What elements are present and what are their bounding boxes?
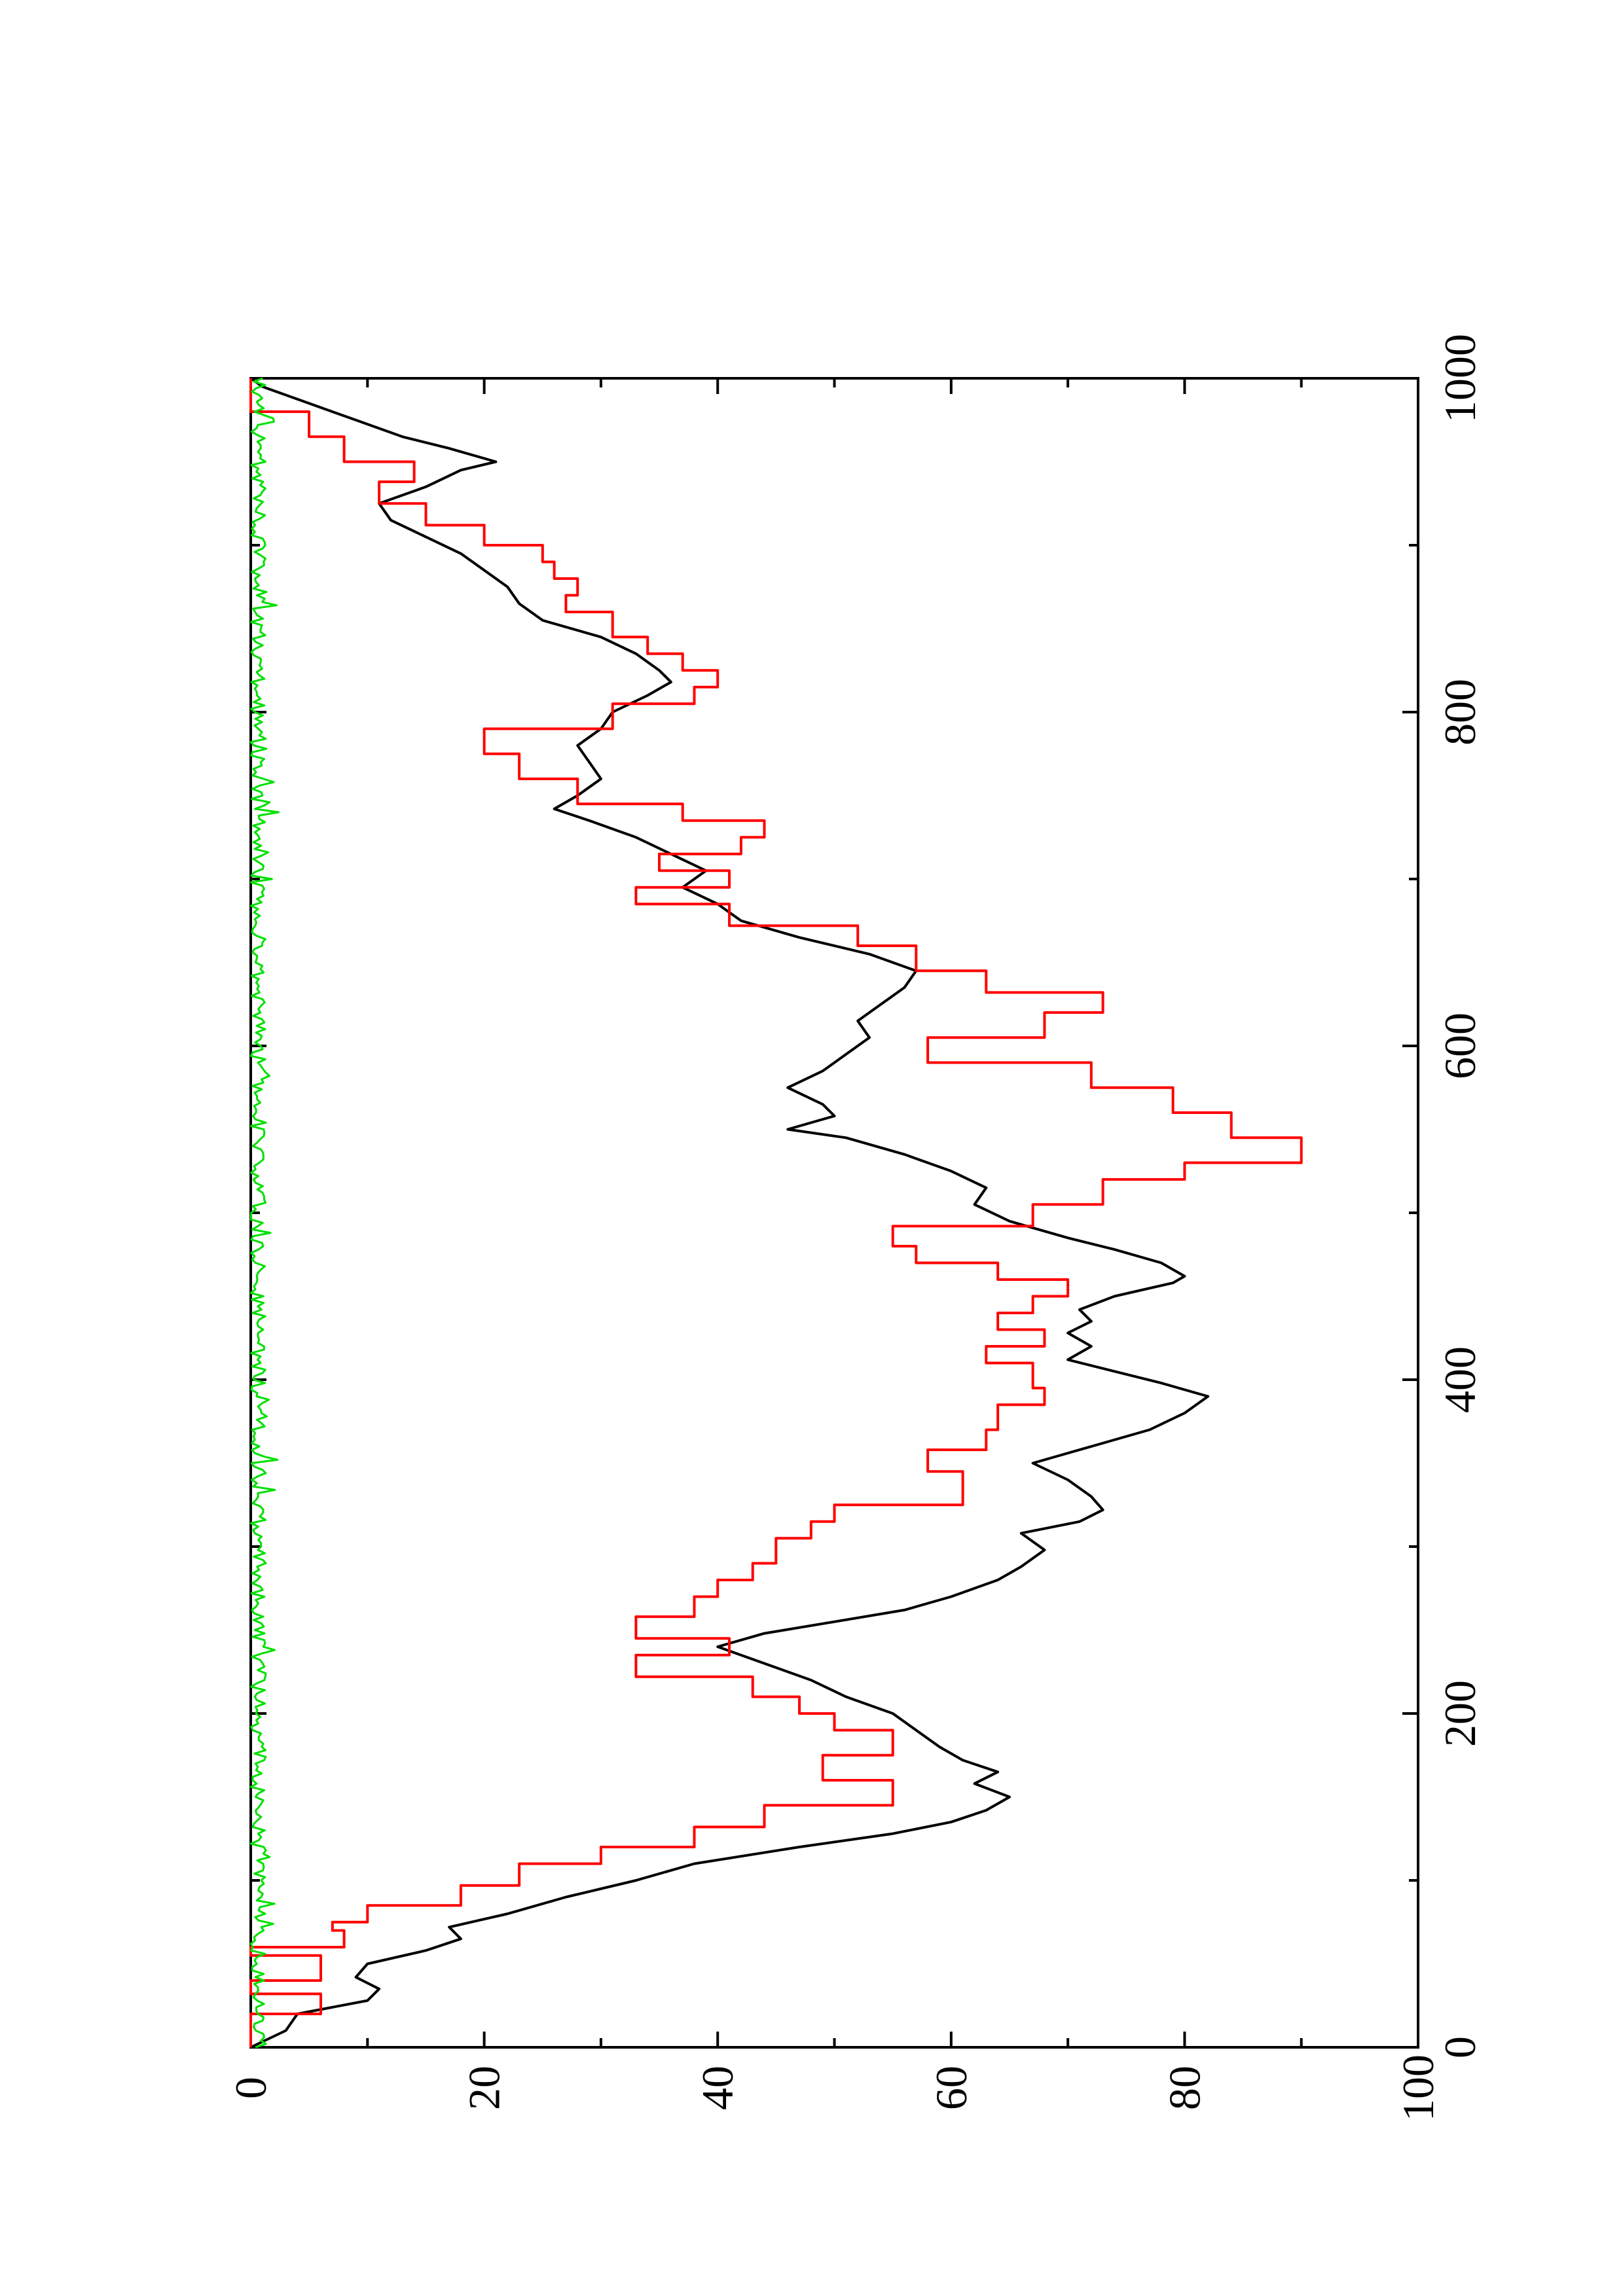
y-tick-label: 40: [693, 2066, 742, 2110]
x-tick-label: 800: [1435, 679, 1485, 745]
y-tick-label: 20: [460, 2066, 509, 2110]
y-tick-label: 60: [926, 2066, 976, 2110]
x-tick-label: 1000: [1435, 334, 1485, 423]
y-tick-label: 80: [1159, 2066, 1209, 2110]
plot-frame: [249, 377, 1419, 2049]
series-line-3: [249, 377, 280, 2049]
y-tick-label: 0: [226, 2077, 276, 2099]
x-tick-label: 600: [1435, 1013, 1485, 1079]
series-line-1: [249, 377, 1210, 2049]
series-line-2: [249, 378, 1303, 2047]
x-tick-label: 400: [1435, 1346, 1485, 1413]
axis-tick-labels: 0 200 400 600 800 1000 0 20 40 60 80 100: [226, 334, 1485, 2121]
series-layer: [249, 377, 1303, 2049]
x-tick-label: 200: [1435, 1680, 1485, 1747]
axis-ticks: [249, 377, 1419, 2049]
x-tick-label: 0: [1435, 2036, 1485, 2058]
y-tick-label: 100: [1393, 2054, 1443, 2121]
